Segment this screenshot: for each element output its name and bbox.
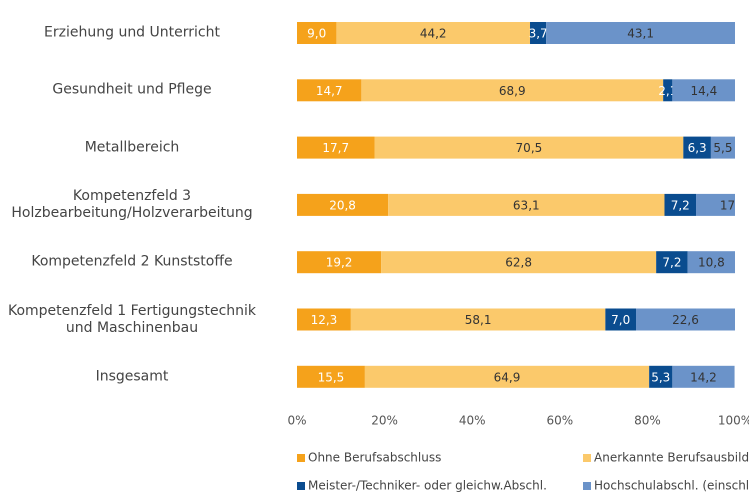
bar-segment (350, 308, 606, 331)
value-label: 70,5 (516, 141, 543, 155)
category-label: Kompetenzfeld 2 Kunststoffe (31, 253, 233, 270)
value-label: 12,3 (311, 313, 338, 327)
value-label: 19,2 (326, 256, 353, 270)
bar-segment (374, 136, 684, 159)
value-label: 14,2 (690, 370, 717, 384)
bar-segment (546, 22, 735, 44)
legend-marker (583, 482, 591, 490)
value-label: 7,2 (671, 198, 690, 212)
bar-segment (297, 79, 362, 102)
legend-label: Hochschulabschl. (einschl. Promotion) (594, 479, 749, 492)
bar-segment (361, 79, 664, 102)
value-label: 7,2 (662, 256, 681, 270)
value-label: 5,5 (713, 141, 732, 155)
value-label: 17,7 (322, 141, 349, 155)
value-label: 64,9 (494, 370, 521, 384)
x-tick-label: 80% (634, 414, 661, 428)
legend-marker (583, 454, 591, 462)
legend-marker (297, 454, 305, 462)
value-label: 20,8 (329, 198, 356, 212)
legend-marker (297, 482, 305, 490)
bar-segment (388, 193, 665, 216)
bar-segment (696, 193, 735, 216)
value-label: 15,5 (318, 370, 345, 384)
value-label: 62,8 (505, 256, 532, 270)
value-label: 7,0 (611, 313, 630, 327)
bar-segment (656, 251, 688, 274)
value-label: 68,9 (499, 84, 526, 98)
value-label: 17,0 (720, 198, 747, 212)
value-label: 44,2 (420, 27, 447, 41)
bar-segment (297, 251, 382, 274)
category-label: Kompetenzfeld 1 Fertigungstechnik und Ma… (7, 302, 257, 336)
bar-segment (663, 79, 673, 102)
legend-label: Ohne Berufsabschluss (308, 451, 441, 465)
bar-segment (710, 136, 735, 159)
bar-segment (364, 365, 650, 388)
value-label: 10,8 (698, 256, 725, 270)
value-label: 14,4 (691, 84, 718, 98)
bar-segment (336, 22, 531, 44)
bar-segment (687, 251, 735, 274)
x-tick-label: 100% (718, 414, 749, 428)
bar-segment (672, 365, 735, 388)
bar-segment (297, 308, 351, 331)
legend-label: Meister-/Techniker- oder gleichw.Abschl. (308, 479, 547, 492)
value-label: 14,7 (316, 84, 343, 98)
category-label: Metallbereich (84, 139, 180, 156)
category-label: Erziehung und Unterricht (44, 24, 220, 41)
value-label: 22,6 (672, 313, 699, 327)
value-label: 6,3 (688, 141, 707, 155)
value-label: 3,7 (529, 27, 548, 41)
value-label: 43,1 (627, 27, 654, 41)
plot-area: 9,0 44,2 3,7 43,114,7 68,9 2,1 14,417,7 70,5 6,3… (297, 22, 747, 388)
value-label: 9,0 (307, 27, 326, 41)
legend-label: Anerkannte Berufsausbildung (594, 451, 749, 465)
bar-segment (381, 251, 657, 274)
bar-segment (605, 308, 637, 331)
category-label: Kompetenzfeld 3 Holzbearbeitung/Holzvera… (11, 187, 253, 221)
category-label: Insgesamt (95, 368, 169, 385)
bar-segment (297, 365, 365, 388)
x-tick-label: 60% (546, 414, 573, 428)
bar-segment (530, 22, 547, 44)
bar-segment (672, 79, 735, 102)
bar-segment (664, 193, 697, 216)
bar-segment (297, 193, 389, 216)
value-label: 5,3 (651, 370, 670, 384)
value-label: 58,1 (465, 313, 492, 327)
x-tick-label: 0% (287, 414, 306, 428)
category-label: Gesundheit und Pflege (52, 81, 212, 98)
bar-segment (297, 136, 375, 159)
bar-segment (636, 308, 735, 331)
bar-segment (297, 22, 337, 44)
x-tick-label: 40% (459, 414, 486, 428)
x-tick-label: 20% (371, 414, 398, 428)
bar-segment (683, 136, 711, 159)
bar-segment (649, 365, 673, 388)
value-label: 63,1 (513, 198, 540, 212)
